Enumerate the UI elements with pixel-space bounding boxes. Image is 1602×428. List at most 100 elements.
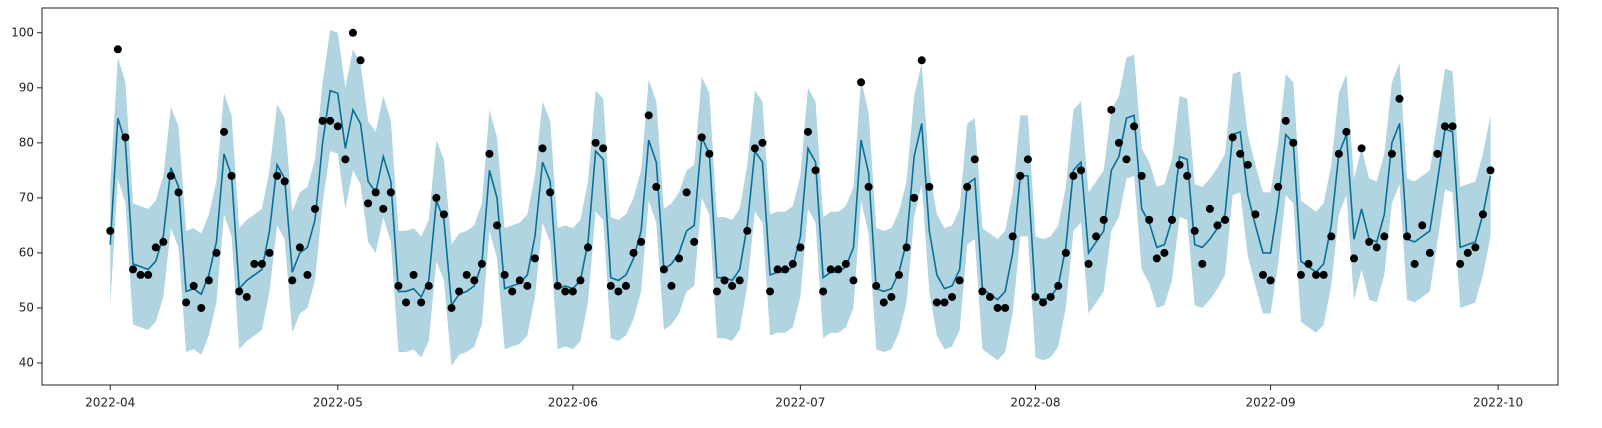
observed-point (1228, 133, 1237, 142)
observed-point (1425, 248, 1434, 257)
observed-point (940, 298, 949, 307)
observed-point (235, 287, 244, 296)
observed-point (637, 237, 646, 246)
observed-point (1084, 259, 1093, 268)
observed-point (781, 265, 790, 274)
observed-point (720, 276, 729, 285)
observed-point (1190, 226, 1199, 235)
observed-point (1456, 259, 1465, 268)
observed-point (773, 265, 782, 274)
observed-point (1145, 215, 1154, 224)
observed-point (1441, 122, 1450, 131)
observed-point (364, 199, 373, 208)
observed-point (932, 298, 941, 307)
observed-point (1319, 270, 1328, 279)
observed-point (348, 28, 357, 37)
observed-point (508, 287, 517, 296)
observed-point (1387, 149, 1396, 158)
observed-point (1410, 259, 1419, 268)
observed-point (1016, 171, 1025, 180)
observed-point (1478, 210, 1487, 219)
observed-point (834, 265, 843, 274)
observed-point (280, 177, 289, 186)
observed-point (106, 226, 115, 235)
observed-point (1296, 270, 1305, 279)
observed-point (1236, 149, 1245, 158)
observed-point (250, 259, 259, 268)
observed-point (371, 188, 380, 197)
observed-point (1099, 215, 1108, 224)
observed-point (667, 281, 676, 290)
observed-point (1266, 276, 1275, 285)
x-tick-label: 2022-09 (1246, 396, 1296, 410)
observed-point (356, 56, 365, 65)
observed-point (1198, 259, 1207, 268)
observed-point (887, 292, 896, 301)
observed-point (242, 292, 251, 301)
observed-point (144, 270, 153, 279)
observed-point (1312, 270, 1321, 279)
observed-point (523, 281, 532, 290)
observed-point (409, 270, 418, 279)
observed-point (212, 248, 221, 257)
observed-point (1395, 94, 1404, 103)
observed-point (477, 259, 486, 268)
observed-point (697, 133, 706, 142)
uncertainty-band (110, 30, 1491, 366)
observed-point (394, 281, 403, 290)
observed-point (1008, 232, 1017, 241)
observed-point (402, 298, 411, 307)
observed-point (1001, 303, 1010, 312)
observed-point (1281, 116, 1290, 125)
observed-point (515, 276, 524, 285)
observed-point (417, 298, 426, 307)
observed-point (227, 171, 236, 180)
observed-point (1122, 155, 1131, 164)
observed-point (1023, 155, 1032, 164)
observed-point (1175, 160, 1184, 169)
observed-point (204, 276, 213, 285)
observed-point (811, 166, 820, 175)
observed-point (341, 155, 350, 164)
observed-point (652, 182, 661, 191)
observed-point (925, 182, 934, 191)
observed-point (1092, 232, 1101, 241)
observed-point (1061, 248, 1070, 257)
observed-point (584, 243, 593, 252)
observed-point (970, 155, 979, 164)
observed-point (1418, 221, 1427, 230)
observed-point (1463, 248, 1472, 257)
observed-point (857, 78, 866, 87)
observed-point (1334, 149, 1343, 158)
observed-point (166, 171, 175, 180)
observed-point (1152, 254, 1161, 263)
observed-point (963, 182, 972, 191)
observed-point (326, 116, 335, 125)
observed-point (500, 270, 509, 279)
observed-point (621, 281, 630, 290)
observed-point (864, 182, 873, 191)
observed-point (659, 265, 668, 274)
observed-point (303, 270, 312, 279)
observed-point (879, 298, 888, 307)
observed-point (265, 248, 274, 257)
observed-point (1433, 149, 1442, 158)
observed-point (803, 127, 812, 136)
observed-point (424, 281, 433, 290)
observed-point (614, 287, 623, 296)
observed-point (705, 149, 714, 158)
observed-point (455, 287, 464, 296)
observed-point (1160, 248, 1169, 257)
observed-point (819, 287, 828, 296)
y-tick-label: 60 (19, 245, 34, 259)
y-tick-label: 100 (11, 25, 34, 39)
observed-point (644, 111, 653, 120)
observed-point (735, 276, 744, 285)
y-tick-label: 40 (19, 355, 34, 369)
observed-point (553, 281, 562, 290)
x-tick-label: 2022-10 (1473, 396, 1523, 410)
observed-point (273, 171, 282, 180)
y-tick-label: 50 (19, 300, 34, 314)
observed-point (1251, 210, 1260, 219)
x-tick-label: 2022-07 (775, 396, 825, 410)
